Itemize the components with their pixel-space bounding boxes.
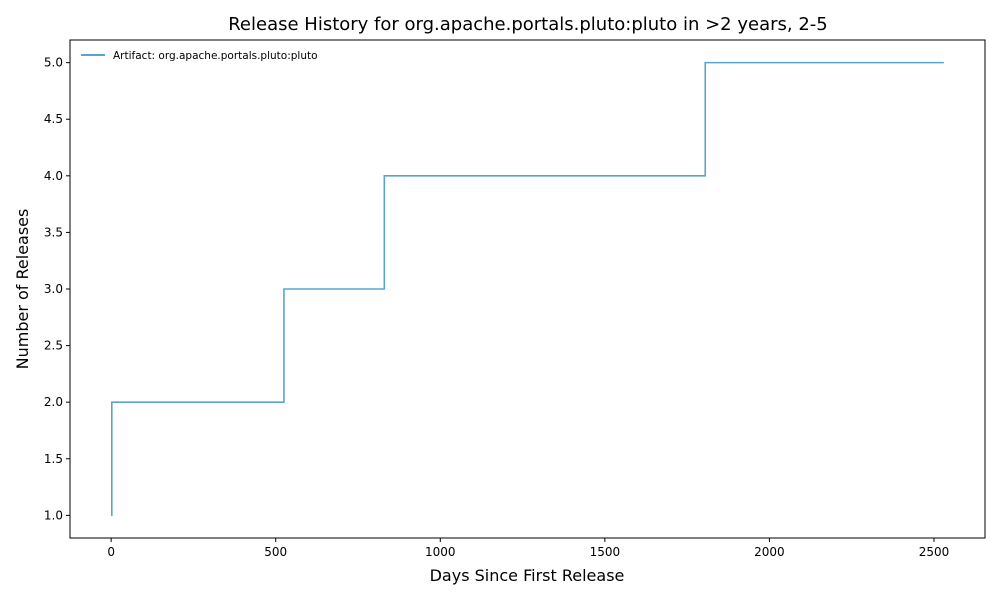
y-tick-label: 2.5 — [44, 339, 63, 353]
y-tick-label: 1.0 — [44, 508, 63, 522]
y-tick-label: 3.0 — [44, 282, 63, 296]
x-tick-label: 0 — [107, 545, 115, 559]
x-axis-label: Days Since First Release — [430, 566, 625, 585]
x-axis-ticks: 0 500 1000 1500 2000 2500 — [107, 538, 949, 559]
chart-title: Release History for org.apache.portals.p… — [228, 14, 828, 35]
series-step-line — [111, 61, 944, 517]
x-tick-label: 500 — [264, 545, 287, 559]
legend: Artifact: org.apache.portals.pluto:pluto — [81, 50, 318, 62]
y-tick-label: 1.5 — [44, 452, 63, 466]
y-axis-ticks: 1.0 1.5 2.0 2.5 3.0 3.5 4.0 4.5 5.0 — [44, 56, 70, 522]
y-tick-label: 5.0 — [44, 56, 63, 70]
y-tick-label: 2.0 — [44, 395, 63, 409]
x-tick-label: 2000 — [754, 545, 785, 559]
y-tick-label: 3.5 — [44, 225, 63, 239]
x-tick-label: 2500 — [919, 545, 950, 559]
y-tick-label: 4.5 — [44, 112, 63, 126]
plot-area-frame — [69, 39, 986, 539]
series-layer — [111, 61, 944, 517]
x-tick-label: 1000 — [425, 545, 456, 559]
y-axis-label: Number of Releases — [13, 209, 32, 370]
legend-label: Artifact: org.apache.portals.pluto:pluto — [113, 50, 318, 62]
y-tick-label: 4.0 — [44, 169, 63, 183]
x-tick-label: 1500 — [590, 545, 621, 559]
